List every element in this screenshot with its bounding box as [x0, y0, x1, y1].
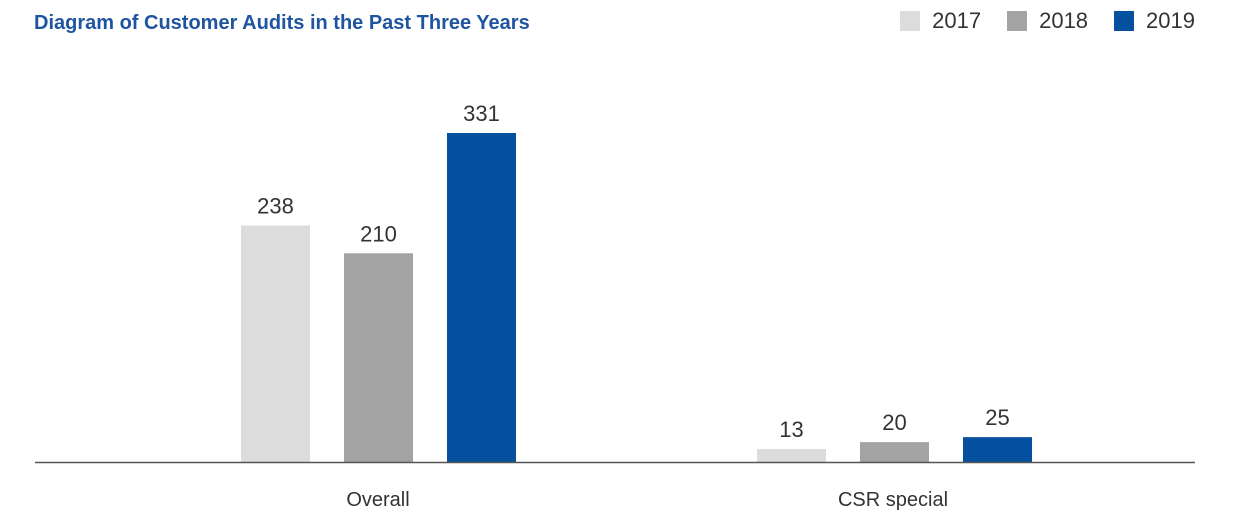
chart-title: Diagram of Customer Audits in the Past T…	[34, 12, 530, 34]
legend-label-2017: 2017	[932, 8, 982, 33]
data-label-2017-overall: 238	[257, 193, 294, 218]
legend-swatch-2018	[1007, 11, 1028, 31]
bar-2019-overall	[447, 133, 516, 462]
bar-2018-overall	[344, 253, 413, 462]
bar-2017-csr-special	[757, 449, 826, 462]
data-label-2018-csr-special: 20	[882, 410, 906, 435]
legend-item-2018: 2018	[1007, 8, 1088, 34]
legend-item-2019: 2019	[1114, 8, 1195, 34]
bar-2017-overall	[241, 225, 310, 462]
bar-2018-csr-special	[860, 442, 929, 462]
category-label-overall: Overall	[346, 489, 409, 511]
chart-legend: 2017 2018 2019	[900, 8, 1195, 34]
data-label-2018-overall: 210	[360, 221, 397, 246]
legend-swatch-2017	[900, 11, 921, 31]
category-label-csr-special: CSR special	[838, 489, 948, 511]
legend-swatch-2019	[1114, 11, 1135, 31]
data-label-2017-csr-special: 13	[779, 417, 803, 442]
data-label-2019-csr-special: 25	[985, 405, 1009, 430]
legend-item-2017: 2017	[900, 8, 981, 34]
legend-label-2019: 2019	[1146, 8, 1195, 33]
data-label-2019-overall: 331	[463, 101, 500, 126]
legend-label-2018: 2018	[1039, 8, 1089, 33]
bar-2019-csr-special	[963, 437, 1032, 462]
